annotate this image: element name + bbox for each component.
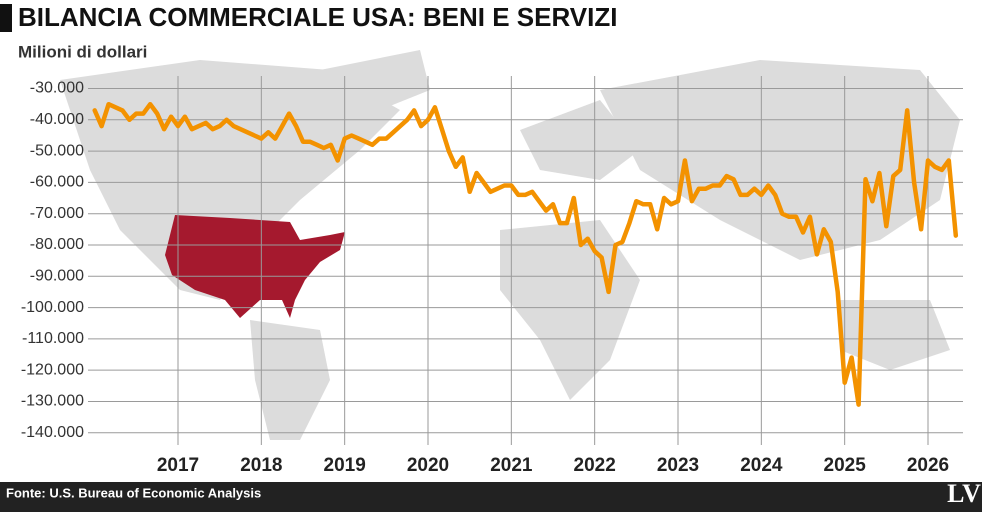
x-tick-label: 2017 [157, 455, 199, 476]
x-tick-label: 2023 [657, 455, 699, 476]
x-tick-label: 2026 [907, 455, 949, 476]
source: Fonte: U.S. Bureau of Economic Analysis [6, 485, 261, 500]
y-tick-label: -110.000 [22, 330, 84, 347]
usa-shape [165, 215, 345, 318]
data-line [92, 101, 959, 407]
x-tick-label: 2021 [490, 455, 533, 476]
chart-title: BILANCIA COMMERCIALE USA: BENI E SERVIZI [18, 2, 617, 32]
y-tick-label: -140.000 [21, 424, 84, 441]
y-tick-label: -40.000 [30, 111, 84, 128]
x-tick-label: 2018 [240, 455, 282, 476]
y-tick-label: -80.000 [30, 236, 84, 253]
chart-subtitle: Milioni di dollari [18, 42, 147, 61]
x-tick-label: 2019 [324, 455, 366, 476]
plot-area: -30.000 -40.000 -50.000 -60.000 -70.000 -80.0… [21, 76, 963, 476]
y-tick-label: -90.000 [30, 267, 84, 284]
x-tick-label: 2025 [824, 455, 867, 476]
y-tick-label: -120.000 [21, 361, 84, 378]
logo: LV [947, 479, 981, 508]
y-tick-label: -70.000 [30, 205, 84, 222]
y-tick-label: -60.000 [30, 174, 84, 191]
footer-bar [0, 482, 982, 512]
y-tick-label: -50.000 [30, 142, 84, 159]
x-tick-label: 2024 [740, 455, 783, 476]
title-marker [0, 4, 12, 32]
y-tick-label: -130.000 [21, 393, 84, 410]
x-tick-label: 2022 [574, 455, 616, 476]
x-tick-label: 2020 [407, 455, 449, 476]
y-tick-label: -30.000 [30, 80, 84, 97]
y-tick-label: -100.000 [21, 299, 84, 316]
